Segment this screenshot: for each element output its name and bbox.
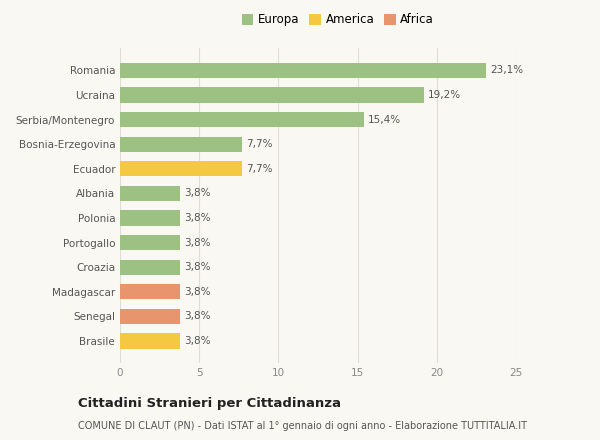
Text: 3,8%: 3,8%	[184, 213, 211, 223]
Text: 3,8%: 3,8%	[184, 262, 211, 272]
Text: 7,7%: 7,7%	[246, 139, 272, 149]
Bar	[120, 284, 180, 300]
Bar	[120, 136, 242, 152]
Bar	[120, 309, 180, 324]
Bar	[120, 186, 180, 201]
Text: 3,8%: 3,8%	[184, 287, 211, 297]
Text: 7,7%: 7,7%	[246, 164, 272, 174]
Text: 3,8%: 3,8%	[184, 188, 211, 198]
Bar	[120, 62, 486, 78]
Legend: Europa, America, Africa: Europa, America, Africa	[242, 13, 434, 26]
Text: 3,8%: 3,8%	[184, 336, 211, 346]
Bar	[120, 161, 242, 176]
Text: 3,8%: 3,8%	[184, 238, 211, 248]
Text: 15,4%: 15,4%	[368, 114, 401, 125]
Bar	[120, 210, 180, 226]
Text: COMUNE DI CLAUT (PN) - Dati ISTAT al 1° gennaio di ogni anno - Elaborazione TUTT: COMUNE DI CLAUT (PN) - Dati ISTAT al 1° …	[78, 421, 527, 431]
Text: 23,1%: 23,1%	[490, 65, 523, 75]
Bar	[120, 87, 424, 103]
Text: 19,2%: 19,2%	[428, 90, 461, 100]
Text: Cittadini Stranieri per Cittadinanza: Cittadini Stranieri per Cittadinanza	[78, 397, 341, 410]
Text: 3,8%: 3,8%	[184, 312, 211, 322]
Bar	[120, 260, 180, 275]
Bar	[120, 334, 180, 348]
Bar	[120, 112, 364, 127]
Bar	[120, 235, 180, 250]
